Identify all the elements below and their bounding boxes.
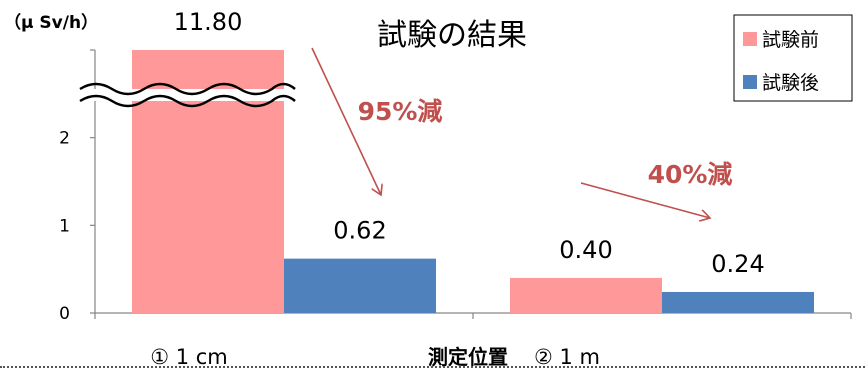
data-label: 0.40 (559, 236, 612, 264)
y-tick-label: 2 (59, 129, 70, 149)
annotation-decrease-1: 95%減 (358, 97, 443, 126)
bar-before-2 (510, 277, 662, 313)
data-label: 0.62 (333, 217, 386, 245)
axis-break-wave-bottom (79, 94, 296, 108)
x-category-label: ② 1 m (534, 345, 600, 369)
legend-label-before: 試験前 (762, 29, 819, 51)
y-tick-label: 0 (59, 304, 70, 324)
axis-break-icon (79, 82, 296, 108)
legend-swatch-before (743, 32, 757, 46)
chart-title: 試験の結果 (377, 18, 527, 53)
annotation-decrease-2: 40%減 (648, 160, 733, 189)
bottom-border (0, 366, 865, 368)
data-label: 0.24 (711, 250, 764, 278)
decrease-arrow-1 (311, 47, 381, 195)
y-tick-label: 1 (59, 216, 70, 236)
data-label: 11.80 (174, 8, 243, 36)
decrease-arrow-2 (580, 182, 710, 218)
y-unit-label: （μ Sv/h） (4, 12, 98, 33)
bar-after-1 (284, 258, 436, 313)
legend: 試験前 試験後 (733, 14, 853, 102)
bar-after-2 (662, 291, 814, 313)
x-axis-title: 測定位置 (428, 345, 508, 369)
axis-break-wave-top (79, 82, 296, 96)
x-category-label: ① 1 cm (150, 345, 228, 369)
legend-label-after: 試験後 (762, 72, 819, 94)
axis-break-band (80, 89, 295, 101)
legend-swatch-after (743, 75, 757, 89)
